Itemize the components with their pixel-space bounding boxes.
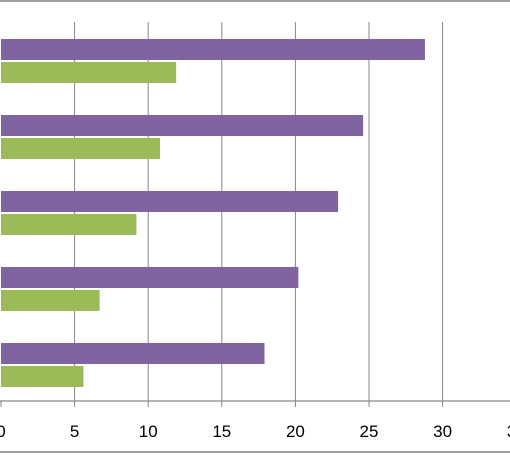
bar-purple-3	[1, 191, 339, 212]
x-tick-label-30: 30	[433, 422, 452, 441]
bar-purple-1	[1, 39, 425, 60]
bar-green-4	[1, 290, 100, 311]
x-tick-label-10: 10	[139, 422, 158, 441]
x-tick-label-5: 5	[70, 422, 79, 441]
bars	[1, 39, 425, 387]
bar-green-3	[1, 214, 137, 235]
x-tick-label-25: 25	[360, 422, 379, 441]
x-tick-label-15: 15	[212, 422, 231, 441]
bar-purple-2	[1, 115, 364, 136]
bar-green-2	[1, 138, 160, 159]
x-tick-label-35: 35	[507, 422, 510, 441]
x-tick-label-20: 20	[286, 422, 305, 441]
x-axis: 0 5 10 15 20 25 30 35	[0, 400, 510, 441]
bar-purple-4	[1, 267, 299, 288]
bar-green-1	[1, 62, 177, 83]
x-tick-label-0: 0	[0, 422, 6, 441]
bar-purple-5	[1, 343, 265, 364]
bar-green-5	[1, 366, 84, 387]
